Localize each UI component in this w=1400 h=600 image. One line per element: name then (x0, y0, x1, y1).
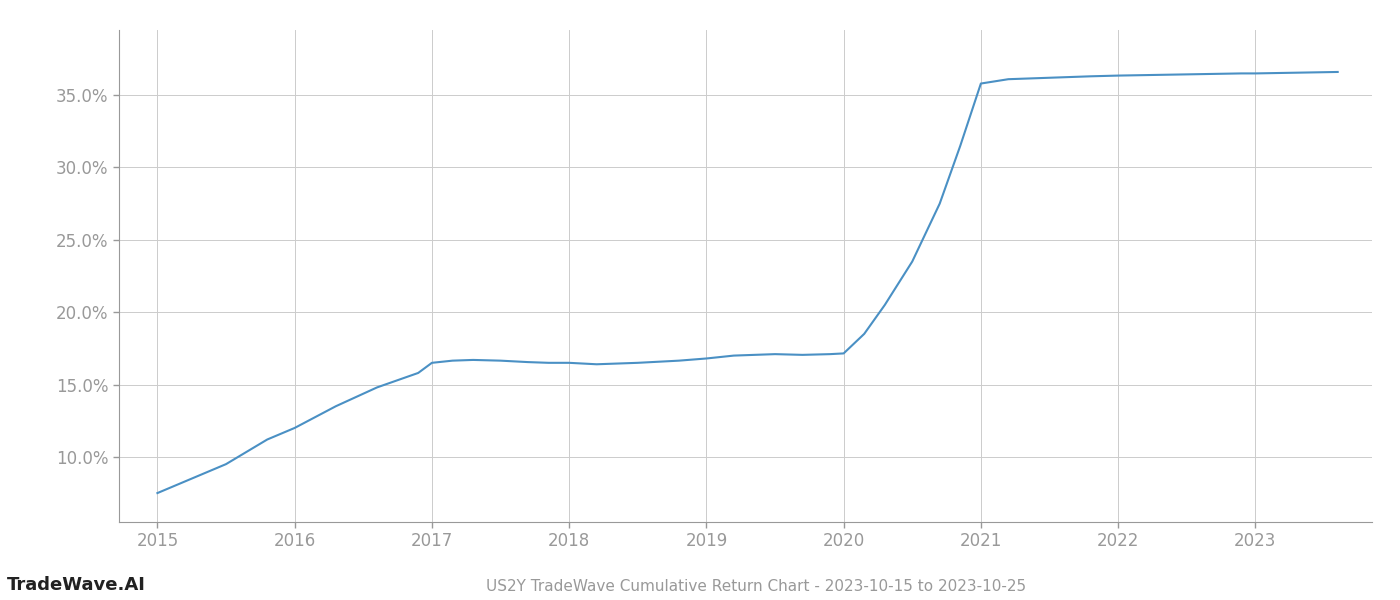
Text: TradeWave.AI: TradeWave.AI (7, 576, 146, 594)
Text: US2Y TradeWave Cumulative Return Chart - 2023-10-15 to 2023-10-25: US2Y TradeWave Cumulative Return Chart -… (486, 579, 1026, 594)
